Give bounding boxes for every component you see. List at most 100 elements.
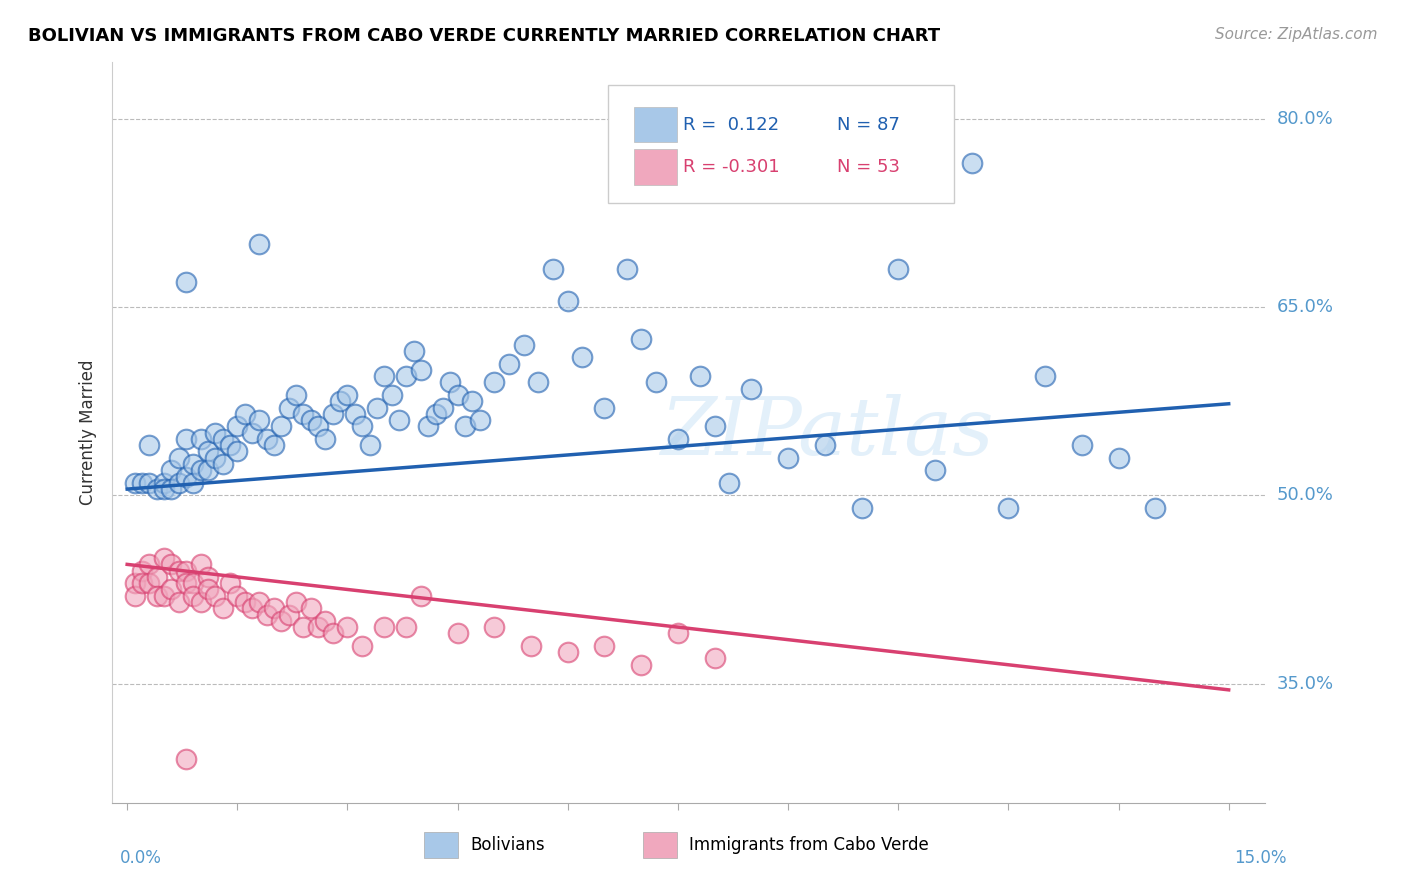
Point: [226, 444, 249, 458]
Point: [373, 620, 395, 634]
Point: [167, 450, 190, 465]
Point: [167, 595, 190, 609]
Point: [167, 475, 190, 490]
FancyBboxPatch shape: [634, 107, 678, 143]
Point: [541, 262, 564, 277]
Point: [190, 463, 212, 477]
Point: [461, 394, 484, 409]
Point: [124, 475, 146, 490]
Point: [814, 438, 837, 452]
Point: [240, 601, 263, 615]
Point: [277, 401, 299, 415]
Point: [571, 351, 593, 365]
FancyBboxPatch shape: [643, 832, 678, 858]
Point: [247, 413, 270, 427]
Point: [299, 413, 322, 427]
Point: [409, 589, 432, 603]
Point: [190, 595, 212, 609]
Point: [395, 369, 418, 384]
Text: Immigrants from Cabo Verde: Immigrants from Cabo Verde: [689, 836, 929, 854]
Point: [263, 438, 285, 452]
Point: [322, 626, 344, 640]
Point: [160, 482, 183, 496]
Point: [277, 607, 299, 622]
Point: [352, 639, 374, 653]
Text: R =  0.122: R = 0.122: [683, 116, 779, 134]
Point: [307, 620, 329, 634]
Text: 35.0%: 35.0%: [1277, 674, 1334, 692]
Point: [226, 419, 249, 434]
Point: [211, 601, 233, 615]
Point: [211, 432, 233, 446]
Text: ZIPatlas: ZIPatlas: [661, 394, 994, 471]
Point: [593, 639, 616, 653]
Point: [616, 262, 638, 277]
Point: [247, 595, 270, 609]
Point: [689, 369, 711, 384]
Point: [498, 357, 520, 371]
Point: [181, 475, 204, 490]
Point: [740, 382, 762, 396]
Point: [468, 413, 491, 427]
Point: [557, 293, 579, 308]
Point: [314, 432, 336, 446]
Text: 50.0%: 50.0%: [1277, 486, 1333, 504]
Point: [153, 589, 176, 603]
Point: [174, 752, 197, 766]
Point: [124, 576, 146, 591]
Point: [160, 558, 183, 572]
Point: [395, 620, 418, 634]
Point: [557, 645, 579, 659]
Point: [520, 639, 543, 653]
Point: [131, 564, 153, 578]
Point: [204, 425, 226, 440]
FancyBboxPatch shape: [423, 832, 458, 858]
Point: [153, 475, 176, 490]
Point: [851, 500, 873, 515]
Point: [527, 376, 550, 390]
Point: [145, 589, 167, 603]
Point: [138, 438, 160, 452]
Point: [145, 570, 167, 584]
Point: [160, 582, 183, 597]
Text: R = -0.301: R = -0.301: [683, 158, 780, 176]
Point: [402, 344, 425, 359]
FancyBboxPatch shape: [609, 85, 955, 203]
Point: [439, 376, 461, 390]
Point: [314, 614, 336, 628]
Point: [484, 376, 506, 390]
Point: [454, 419, 477, 434]
Point: [666, 432, 689, 446]
Point: [593, 401, 616, 415]
Point: [630, 657, 652, 672]
Point: [181, 576, 204, 591]
Point: [219, 438, 242, 452]
Point: [233, 595, 256, 609]
Point: [425, 407, 447, 421]
Point: [145, 482, 167, 496]
Point: [197, 582, 219, 597]
Point: [484, 620, 506, 634]
Point: [174, 275, 197, 289]
Point: [233, 407, 256, 421]
Point: [1033, 369, 1056, 384]
Point: [181, 589, 204, 603]
Point: [359, 438, 381, 452]
Point: [380, 388, 402, 402]
Point: [181, 457, 204, 471]
Point: [887, 262, 910, 277]
Text: Bolivians: Bolivians: [470, 836, 544, 854]
Point: [718, 475, 741, 490]
Point: [138, 558, 160, 572]
Point: [240, 425, 263, 440]
Point: [703, 419, 725, 434]
Text: 80.0%: 80.0%: [1277, 110, 1333, 128]
Point: [256, 607, 278, 622]
Point: [131, 576, 153, 591]
Point: [418, 419, 440, 434]
Point: [263, 601, 285, 615]
Point: [204, 589, 226, 603]
Point: [336, 620, 359, 634]
Point: [153, 551, 176, 566]
Point: [174, 576, 197, 591]
